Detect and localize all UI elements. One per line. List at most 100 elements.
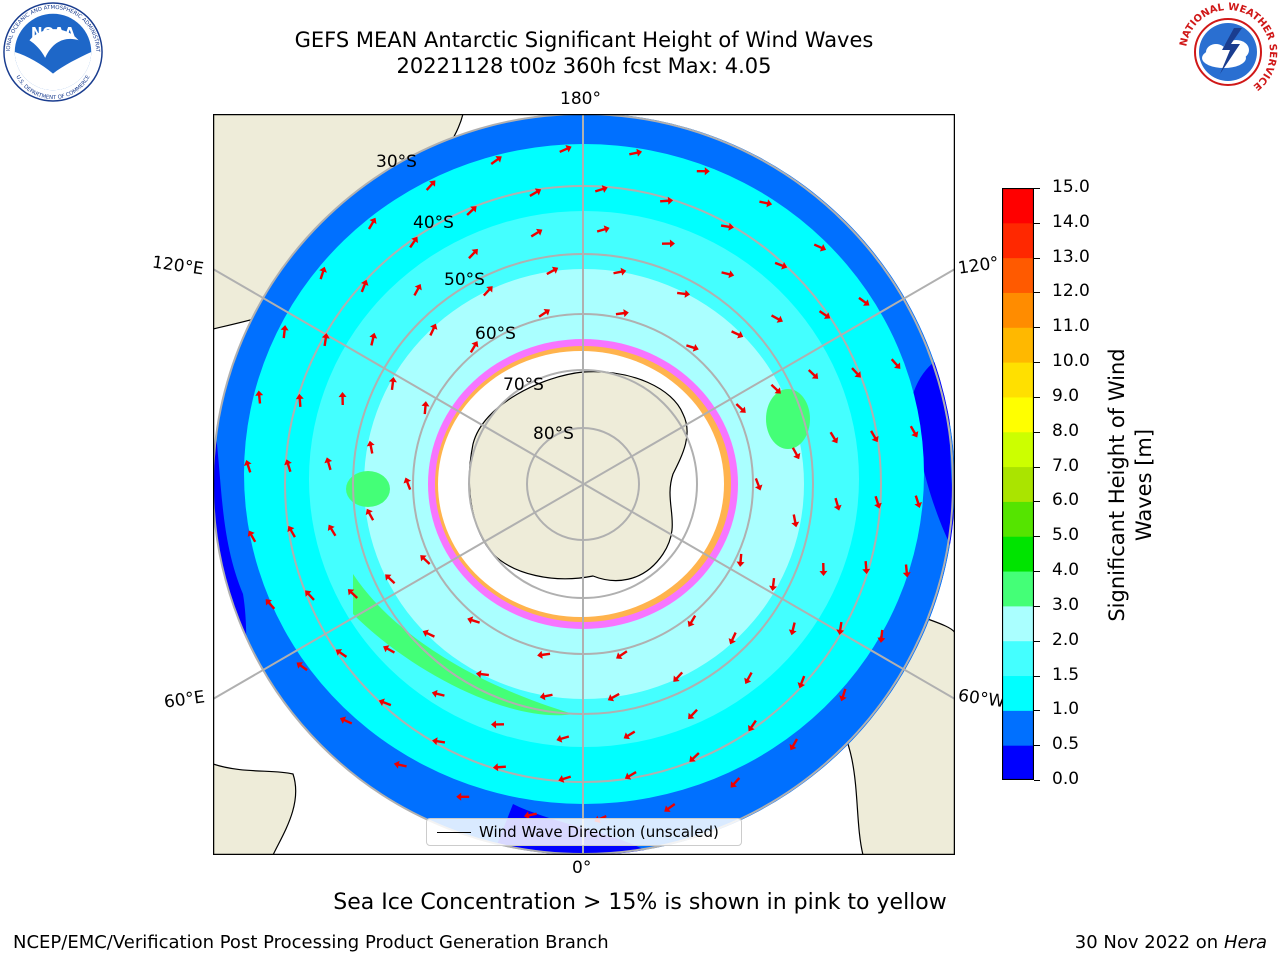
colorbar-tick-label: 5.0 <box>1052 525 1080 546</box>
wind-wave-arrow <box>839 688 847 702</box>
legend-label: Wind Wave Direction (unscaled) <box>479 823 719 841</box>
wind-wave-arrow <box>295 393 304 407</box>
wind-wave-arrow <box>403 477 412 491</box>
wind-wave-arrow <box>833 497 842 511</box>
colorbar-segment <box>1002 640 1034 677</box>
wind-wave-arrow <box>770 314 783 323</box>
wind-wave-arrow <box>696 167 710 176</box>
wind-wave-arrow <box>468 248 478 260</box>
wind-wave-arrow <box>538 308 550 318</box>
wind-wave-arrow <box>369 332 378 346</box>
colorbar-tick <box>1034 292 1040 294</box>
wind-wave-arrow <box>914 495 923 508</box>
wind-wave-arrow <box>360 279 369 293</box>
colorbar-tick <box>1034 431 1040 433</box>
wind-wave-arrow <box>287 525 296 538</box>
wind-wave-arrow <box>731 330 744 339</box>
lon-label-60e: 60°E <box>162 687 207 713</box>
wind-wave-arrow <box>664 803 676 812</box>
wind-wave-arrow <box>556 734 570 743</box>
colorbar-segment <box>1002 292 1034 328</box>
colorbar-segment <box>1002 605 1034 642</box>
colorbar-tick-label: 12.0 <box>1052 281 1090 302</box>
wind-wave-arrow <box>660 196 674 205</box>
colorbar-segment <box>1002 396 1034 433</box>
wind-wave-arrow <box>870 430 879 443</box>
colorbar-tick-label: 1.5 <box>1052 664 1080 685</box>
colorbar-tick <box>1034 466 1040 468</box>
colorbar-tick-label: 6.0 <box>1052 490 1080 511</box>
wind-wave-arrow <box>482 286 493 297</box>
svg-text:NOAA: NOAA <box>31 25 75 41</box>
wind-wave-arrow <box>366 440 375 454</box>
wind-wave-arrow <box>365 508 375 521</box>
wind-wave-arrow <box>720 222 734 231</box>
wind-wave-arrow <box>339 716 353 725</box>
host-name: Hera <box>1223 932 1267 953</box>
wind-wave-arrow <box>280 325 289 339</box>
wind-wave-arrow <box>475 670 490 679</box>
wind-wave-arrow <box>559 145 572 154</box>
wind-wave-arrow <box>422 629 435 638</box>
wind-wave-arrow <box>467 616 480 624</box>
wind-wave-arrow <box>661 239 675 248</box>
colorbar-tick <box>1034 188 1040 189</box>
nws-logo: NATIONAL WEATHER SERVICE <box>1178 2 1278 102</box>
wind-wave-arrow <box>624 771 637 780</box>
wind-wave-arrow <box>393 760 407 769</box>
colorbar-tick-label: 0.5 <box>1052 734 1080 755</box>
wind-wave-arrow <box>788 622 797 636</box>
wind-wave-arrow <box>754 477 763 491</box>
colorbar-tick <box>1034 675 1040 677</box>
colorbar-tick <box>1034 362 1040 364</box>
wind-wave-arrow <box>607 692 620 702</box>
wind-wave-arrow <box>673 671 684 682</box>
wind-wave-arrow <box>616 650 628 660</box>
wind-wave-arrow <box>409 236 418 249</box>
wind-wave-arrow <box>736 553 745 567</box>
colorbar-tick <box>1034 571 1040 573</box>
colorbar-segment <box>1002 745 1034 780</box>
wind-wave-arrow <box>686 344 699 352</box>
wind-wave-arrow <box>615 309 629 318</box>
wind-wave-arrow <box>425 180 436 191</box>
colorbar-tick-label: 11.0 <box>1052 316 1090 337</box>
colorbar-title: Significant Height of Wind Waves [m] <box>1105 348 1156 622</box>
colorbar-tick <box>1034 501 1040 503</box>
colorbar-tick-label: 13.0 <box>1052 246 1090 267</box>
wind-wave-arrow <box>385 574 396 585</box>
lat-label-40s: 40°S <box>413 213 454 233</box>
colorbar-segment <box>1002 710 1034 746</box>
wind-wave-arrow <box>807 369 819 379</box>
wind-wave-arrow <box>851 367 861 378</box>
wind-wave-arrow <box>492 763 506 772</box>
colorbar-tick-label: 4.0 <box>1052 560 1080 581</box>
wind-wave-arrow <box>421 401 430 415</box>
colorbar-segment <box>1002 571 1034 607</box>
colorbar-tick-label: 14.0 <box>1052 211 1090 232</box>
wind-wave-arrow <box>383 645 396 654</box>
colorbar-tick <box>1034 780 1040 781</box>
colorbar-tick-label: 7.0 <box>1052 455 1080 476</box>
lon-label-0: 0° <box>572 858 592 878</box>
wind-wave-arrow <box>813 243 827 252</box>
lat-label-60s: 60°S <box>475 324 516 344</box>
land-africa <box>213 763 297 855</box>
colorbar-segment <box>1002 431 1034 468</box>
colorbar-segment <box>1002 188 1034 224</box>
wind-wave-arrow <box>265 599 276 610</box>
wind-wave-arrow <box>735 403 746 413</box>
colorbar-tick-label: 8.0 <box>1052 420 1080 441</box>
plot-subtitle: 20221128 t00z 360h fcst Max: 4.05 <box>396 54 772 78</box>
wind-wave-arrow <box>769 577 778 592</box>
wind-wave-arrow <box>730 777 741 788</box>
wind-wave-arrow <box>466 206 477 216</box>
wind-wave-arrow <box>748 719 757 732</box>
wind-wave-arrow <box>770 383 781 394</box>
colorbar-segment <box>1002 362 1034 398</box>
colorbar-tick <box>1034 745 1040 747</box>
wind-wave-arrow <box>530 228 543 238</box>
wind-wave-arrow <box>759 199 773 208</box>
wind-wave-arrow <box>546 266 559 276</box>
wind-wave-arrow <box>676 289 691 298</box>
